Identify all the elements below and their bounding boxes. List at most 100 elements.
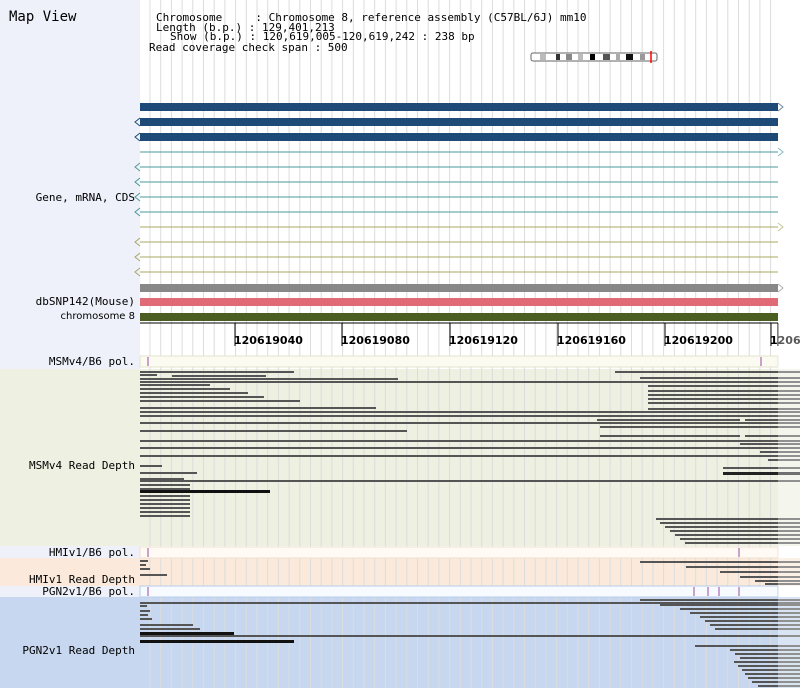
read-alignment — [140, 478, 184, 480]
dbsnp-track-bar[interactable] — [140, 298, 778, 306]
read-alignment — [140, 499, 190, 501]
read-alignment — [140, 374, 157, 376]
read-alignment — [140, 635, 800, 637]
read-alignment — [140, 388, 230, 390]
vertical-gridlines — [149, 0, 772, 688]
msmv4-pol-strip[interactable] — [139, 355, 779, 368]
read-alignment — [140, 602, 800, 604]
read-alignment — [140, 400, 300, 402]
pgn2v1-band — [0, 597, 800, 688]
ruler-tick-label: 120619080 — [341, 334, 410, 347]
read-alignment — [140, 640, 294, 643]
read-alignment — [723, 467, 800, 469]
read-alignment — [140, 560, 148, 562]
read-alignment — [648, 394, 800, 396]
read-alignment — [705, 620, 800, 622]
chromosome-track-bar[interactable] — [140, 313, 778, 321]
read-alignment — [640, 561, 800, 563]
pgn2v1-pol-label: PGN2v1/B6 pol. — [42, 585, 135, 598]
read-alignment — [140, 381, 800, 383]
pgn2v1-depth-label: PGN2v1 Read Depth — [22, 644, 135, 657]
ruler-tick-label: 120619040 — [234, 334, 303, 347]
read-alignment — [140, 618, 152, 620]
dbsnp-label: dbSNP142(Mouse) — [35, 295, 135, 308]
arrow-left-icon — [134, 237, 141, 247]
read-alignment — [752, 681, 800, 683]
read-alignment — [710, 624, 800, 626]
gene-mrna-cds-tracks[interactable] — [134, 102, 784, 293]
read-alignment — [140, 511, 190, 513]
read-alignment — [660, 604, 800, 606]
read-alignment — [745, 435, 800, 437]
read-alignment — [748, 677, 800, 679]
read-alignment — [648, 408, 800, 410]
read-alignment — [140, 407, 376, 409]
read-alignment — [740, 657, 800, 659]
read-alignment — [723, 472, 800, 475]
hmiv1-pol-strip[interactable] — [139, 546, 779, 559]
read-alignment — [140, 396, 264, 398]
read-alignment — [140, 455, 800, 457]
read-alignment — [640, 377, 800, 379]
read-alignment — [140, 495, 190, 497]
read-coverage-info: Read coverage check span : 500 — [149, 41, 348, 54]
read-alignment — [690, 612, 800, 614]
read-alignment — [140, 632, 234, 635]
pgn2v1-pol-strip[interactable] — [139, 585, 779, 598]
read-alignment — [140, 614, 148, 616]
ruler-tick-label: 120619160 — [557, 334, 626, 347]
read-alignment — [680, 538, 800, 540]
read-alignment — [140, 564, 146, 566]
read-alignment — [140, 490, 270, 493]
arrow-left-icon — [134, 267, 141, 277]
read-alignment — [665, 526, 800, 528]
read-alignment — [755, 580, 800, 582]
gene-mrna-cds-label: Gene, mRNA, CDS — [35, 191, 135, 204]
read-alignment — [765, 583, 800, 585]
read-alignment — [730, 649, 800, 651]
read-alignment — [758, 685, 800, 687]
ruler-tick-label: 120619120 — [449, 334, 518, 347]
read-alignment — [140, 628, 200, 630]
read-alignment — [700, 616, 800, 618]
read-alignment — [648, 390, 800, 392]
gene-summary-bar — [140, 284, 778, 292]
read-alignment — [670, 530, 800, 532]
hmiv1-pol-label: HMIv1/B6 pol. — [48, 546, 135, 559]
read-alignment — [648, 402, 800, 404]
read-alignment — [140, 422, 800, 424]
arrow-left-icon — [134, 177, 141, 187]
read-alignment — [140, 515, 190, 517]
read-alignment — [140, 447, 800, 449]
read-alignment — [680, 608, 800, 610]
read-alignment — [600, 426, 800, 428]
arrow-left-icon — [134, 132, 141, 142]
read-alignments[interactable] — [140, 371, 800, 687]
chromosome-ideogram[interactable] — [530, 51, 658, 63]
read-alignment — [140, 484, 190, 486]
read-alignment — [600, 435, 740, 437]
position-ruler: 120619040 120619080 120619120 120619160 1206… — [140, 322, 800, 347]
read-alignment — [140, 430, 407, 432]
read-alignment — [140, 371, 294, 373]
hmiv1-depth-label: HMIv1 Read Depth — [29, 573, 135, 586]
read-alignment — [740, 576, 800, 578]
map-view-title: Map View — [9, 9, 77, 25]
read-alignment — [140, 472, 197, 474]
read-alignment — [720, 571, 800, 573]
read-alignment — [140, 392, 248, 394]
read-alignment — [140, 465, 162, 467]
read-alignment — [768, 459, 800, 461]
read-alignment — [745, 673, 800, 675]
length-info: Length (b.p.) : 129,401,213 — [156, 21, 335, 34]
arrow-left-icon — [134, 162, 141, 172]
read-alignment — [695, 645, 800, 647]
read-alignment — [140, 507, 190, 509]
arrow-right-icon — [777, 283, 784, 293]
read-alignment — [686, 566, 800, 568]
arrow-right-icon — [777, 222, 784, 232]
read-alignment — [715, 628, 800, 630]
read-alignment — [740, 443, 800, 445]
read-alignment — [760, 451, 800, 453]
